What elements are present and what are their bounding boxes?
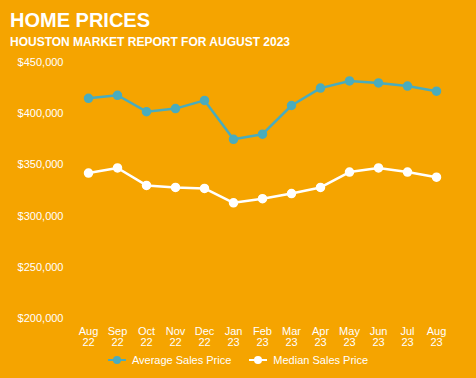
- svg-text:Jul23: Jul23: [400, 325, 414, 348]
- svg-text:Apr23: Apr23: [312, 325, 329, 348]
- svg-text:Aug22: Aug22: [79, 325, 99, 348]
- svg-text:Dec22: Dec22: [195, 325, 215, 348]
- svg-text:$450,000: $450,000: [18, 56, 64, 68]
- svg-text:$400,000: $400,000: [18, 107, 64, 119]
- svg-text:$300,000: $300,000: [18, 210, 64, 222]
- svg-text:Nov22: Nov22: [166, 325, 186, 348]
- svg-text:$200,000: $200,000: [18, 312, 64, 324]
- svg-text:$350,000: $350,000: [18, 158, 64, 170]
- svg-text:Jan23: Jan23: [225, 325, 243, 348]
- html-text:Average Sales Price: Average Sales Price: [131, 354, 232, 366]
- svg-text:Jun23: Jun23: [370, 325, 388, 348]
- svg-text:Oct22: Oct22: [138, 325, 155, 348]
- html-text:Median Sales Price: Median Sales Price: [273, 354, 369, 366]
- html-text:HOUSTON MARKET REPORT FOR AUGU: HOUSTON MARKET REPORT FOR AUGUST 2023: [10, 35, 290, 49]
- svg-text:Aug23: Aug23: [427, 325, 447, 348]
- svg-text:$250,000: $250,000: [18, 261, 64, 273]
- svg-text:Mar23: Mar23: [282, 325, 301, 348]
- svg-text:May23: May23: [339, 325, 360, 348]
- svg-text:Sep22: Sep22: [108, 325, 128, 348]
- svg-text:Feb23: Feb23: [253, 325, 272, 348]
- html-text:HOME PRICES: HOME PRICES: [10, 9, 150, 31]
